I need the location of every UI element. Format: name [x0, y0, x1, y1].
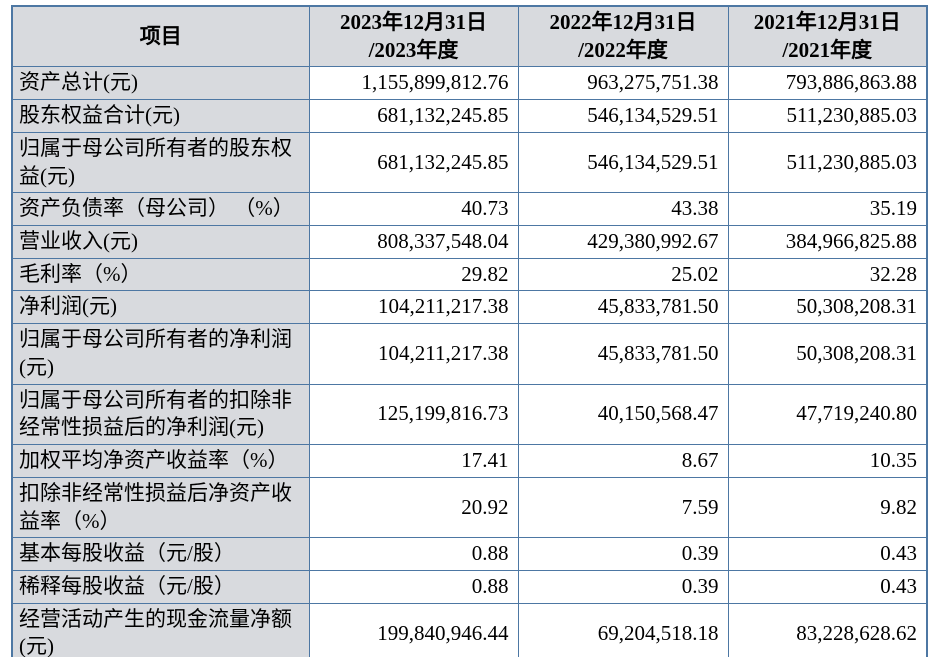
row-value: 681,132,245.85 — [308, 99, 519, 133]
row-value: 0.39 — [517, 569, 729, 604]
row-value: 47,719,240.80 — [727, 383, 928, 446]
row-value: 32.28 — [727, 257, 928, 292]
row-label: 营业收入(元) — [11, 225, 310, 259]
row-value: 17.41 — [308, 444, 519, 478]
table-row: 资产总计(元) 1,155,899,812.76 963,275,751.38 793… — [11, 66, 928, 101]
row-label: 归属于母公司所有者的扣除非经常性损益后的净利润(元) — [11, 383, 310, 446]
row-value: 511,230,885.03 — [727, 99, 928, 133]
table-row: 归属于母公司所有者的股东权益(元) 681,132,245.85 546,134,5… — [11, 131, 928, 194]
row-label: 经营活动产生的现金流量净额(元) — [11, 602, 310, 657]
row-label: 扣除非经常性损益后净资产收益率（%） — [11, 476, 310, 539]
row-value: 83,228,628.62 — [727, 602, 928, 657]
row-value: 25.02 — [517, 257, 729, 292]
row-value: 0.39 — [517, 537, 729, 571]
period-date-line: 2021年12月31日 — [753, 10, 901, 34]
row-value: 69,204,518.18 — [517, 602, 729, 657]
table-row: 扣除非经常性损益后净资产收益率（%） 20.92 7.59 9.82 — [11, 476, 928, 539]
row-value: 104,211,217.38 — [308, 323, 519, 385]
row-value: 808,337,548.04 — [308, 225, 519, 259]
row-value: 40.73 — [308, 192, 519, 227]
row-value: 20.92 — [308, 476, 519, 539]
row-value: 546,134,529.51 — [517, 131, 729, 194]
row-label: 基本每股收益（元/股） — [11, 537, 310, 571]
row-value: 40,150,568.47 — [517, 383, 729, 446]
table-row: 净利润(元) 104,211,217.38 45,833,781.50 50,308,… — [11, 290, 928, 325]
row-label: 资产负债率（母公司） （%） — [11, 192, 310, 227]
row-value: 45,833,781.50 — [517, 290, 729, 325]
row-label: 归属于母公司所有者的股东权益(元) — [11, 131, 310, 194]
table-body: 资产总计(元) 1,155,899,812.76 963,275,751.38 793… — [11, 66, 928, 657]
column-header-item: 项目 — [11, 5, 310, 68]
row-value: 50,308,208.31 — [727, 290, 928, 325]
row-label: 资产总计(元) — [11, 66, 310, 101]
row-value: 9.82 — [727, 476, 928, 539]
table-row: 归属于母公司所有者的净利润(元) 104,211,217.38 45,833,781… — [11, 323, 928, 385]
period-date-line: 2022年12月31日 — [549, 10, 697, 34]
row-value: 0.43 — [727, 569, 928, 604]
row-label: 净利润(元) — [11, 290, 310, 325]
row-value: 546,134,529.51 — [517, 99, 729, 133]
table-row: 归属于母公司所有者的扣除非经常性损益后的净利润(元) 125,199,816.73… — [11, 383, 928, 446]
table-row: 稀释每股收益（元/股） 0.88 0.39 0.43 — [11, 569, 928, 604]
table-header-row: 项目 2023年12月31日 /2023年度 2022年12月31日 /2022… — [11, 5, 928, 68]
row-value: 199,840,946.44 — [308, 602, 519, 657]
row-value: 0.88 — [308, 569, 519, 604]
row-value: 1,155,899,812.76 — [308, 66, 519, 101]
row-value: 35.19 — [727, 192, 928, 227]
row-value: 43.38 — [517, 192, 729, 227]
row-value: 0.88 — [308, 537, 519, 571]
row-label: 稀释每股收益（元/股） — [11, 569, 310, 604]
row-value: 45,833,781.50 — [517, 323, 729, 385]
period-year-line: /2023年度 — [368, 37, 459, 62]
row-label: 加权平均净资产收益率（%） — [11, 444, 310, 478]
table-row: 资产负债率（母公司） （%） 40.73 43.38 35.19 — [11, 192, 928, 227]
period-year-line: /2021年度 — [782, 37, 873, 62]
row-value: 125,199,816.73 — [308, 383, 519, 446]
row-label: 股东权益合计(元) — [11, 99, 310, 133]
row-value: 384,966,825.88 — [727, 225, 928, 259]
table-row: 基本每股收益（元/股） 0.88 0.39 0.43 — [11, 537, 928, 571]
row-value: 104,211,217.38 — [308, 290, 519, 325]
column-header-period-2021: 2021年12月31日 /2021年度 — [727, 5, 928, 68]
column-header-period-2023: 2023年12月31日 /2023年度 — [308, 5, 519, 68]
row-value: 7.59 — [517, 476, 729, 539]
row-value: 29.82 — [308, 257, 519, 292]
row-value: 10.35 — [727, 444, 928, 478]
row-value: 963,275,751.38 — [517, 66, 729, 101]
table-row: 毛利率（%） 29.82 25.02 32.28 — [11, 257, 928, 292]
row-value: 511,230,885.03 — [727, 131, 928, 194]
row-value: 429,380,992.67 — [517, 225, 729, 259]
period-year-line: /2022年度 — [578, 37, 668, 62]
table-row: 加权平均净资产收益率（%） 17.41 8.67 10.35 — [11, 444, 928, 478]
table-row: 股东权益合计(元) 681,132,245.85 546,134,529.51 511… — [11, 99, 928, 133]
row-value: 0.43 — [727, 537, 928, 571]
row-value: 50,308,208.31 — [727, 323, 928, 385]
row-value: 793,886,863.88 — [727, 66, 928, 101]
row-label: 毛利率（%） — [11, 257, 310, 292]
row-value: 681,132,245.85 — [308, 131, 519, 194]
table-row: 营业收入(元) 808,337,548.04 429,380,992.67 384,9… — [11, 225, 928, 259]
column-header-period-2022: 2022年12月31日 /2022年度 — [517, 5, 729, 68]
period-date-line: 2023年12月31日 — [340, 10, 487, 34]
row-value: 8.67 — [517, 444, 729, 478]
financial-metrics-table: 项目 2023年12月31日 /2023年度 2022年12月31日 /2022… — [11, 5, 928, 657]
table-row: 经营活动产生的现金流量净额(元) 199,840,946.44 69,204,518… — [11, 602, 928, 657]
row-label: 归属于母公司所有者的净利润(元) — [11, 323, 310, 385]
